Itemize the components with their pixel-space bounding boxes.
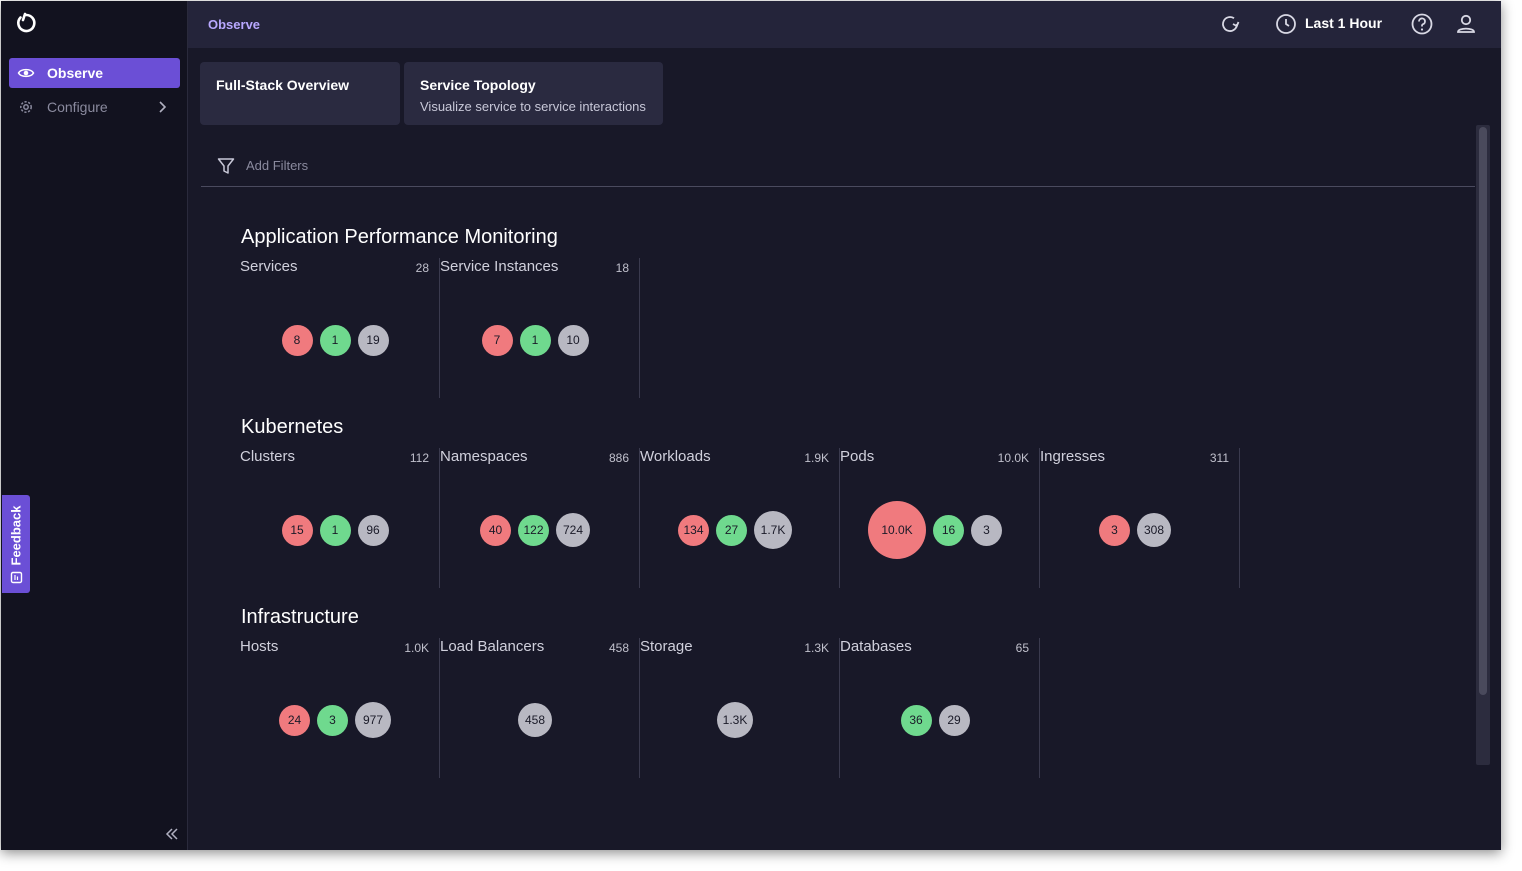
refresh-icon[interactable] <box>1218 12 1242 36</box>
card-name: Clusters <box>240 448 296 465</box>
card-count: 1.0K <box>404 641 429 655</box>
tab-full-stack-overview[interactable]: Full-Stack Overview <box>200 62 400 125</box>
feedback-label: Feedback <box>8 505 24 565</box>
card-clusters[interactable]: Clusters 112 15 1 96 <box>240 448 440 588</box>
status-bubble-neutral[interactable]: 10 <box>557 324 589 356</box>
sidebar-item-observe[interactable]: Observe <box>9 58 180 88</box>
collapse-sidebar-icon[interactable] <box>163 825 181 843</box>
tab-subtitle: Visualize service to service interaction… <box>420 99 646 114</box>
card-name: Services <box>240 258 298 275</box>
card-name: Ingresses <box>1040 448 1106 465</box>
section-title-kubernetes: Kubernetes <box>241 416 344 438</box>
app-window: Observe Configure Feedback Observe <box>1 1 1501 850</box>
status-bubble-neutral[interactable]: 96 <box>357 514 389 546</box>
status-bubble-error[interactable]: 24 <box>279 704 310 736</box>
status-bubble-neutral[interactable]: 724 <box>556 513 590 547</box>
card-count: 886 <box>608 451 629 465</box>
card-databases[interactable]: Databases 65 36 29 <box>840 638 1040 778</box>
card-count: 311 <box>1209 451 1229 465</box>
card-workloads[interactable]: Workloads 1.9K 134 27 1.7K <box>640 448 840 588</box>
user-icon[interactable] <box>1454 12 1478 36</box>
section-title-apm: Application Performance Monitoring <box>241 226 558 248</box>
card-name: Workloads <box>640 448 711 465</box>
status-bubble-healthy[interactable]: 27 <box>716 514 747 546</box>
status-bubble-healthy[interactable]: 16 <box>933 514 964 546</box>
tab-service-topology[interactable]: Service Topology Visualize service to se… <box>404 62 663 125</box>
card-service-instances[interactable]: Service Instances 18 7 1 10 <box>440 258 640 398</box>
status-bubble-error[interactable]: 15 <box>281 514 313 546</box>
sidebar: Observe Configure <box>1 1 188 850</box>
status-bubble-neutral[interactable]: 19 <box>357 324 389 356</box>
status-bubble-error[interactable]: 7 <box>481 324 513 356</box>
status-bubble-error[interactable]: 10.0K <box>868 501 926 559</box>
card-ingresses[interactable]: Ingresses 311 3 308 <box>1040 448 1240 588</box>
logo-icon[interactable] <box>15 12 37 34</box>
feedback-button[interactable]: Feedback <box>2 495 30 593</box>
clock-icon[interactable] <box>1274 12 1298 36</box>
status-bubble-healthy[interactable]: 1 <box>319 514 351 546</box>
card-count: 458 <box>608 641 629 655</box>
status-bubble-neutral[interactable]: 977 <box>355 702 391 738</box>
status-bubble-error[interactable]: 40 <box>480 514 511 546</box>
status-bubble-neutral[interactable]: 458 <box>518 703 552 737</box>
card-name: Storage <box>640 638 693 655</box>
filter-icon <box>217 158 235 174</box>
section-title-infrastructure: Infrastructure <box>241 606 359 628</box>
card-name: Databases <box>840 638 912 655</box>
status-bubble-neutral[interactable]: 1.7K <box>754 511 792 549</box>
card-count: 112 <box>409 451 429 465</box>
status-bubble-neutral[interactable]: 308 <box>1137 513 1171 547</box>
feedback-icon <box>10 571 22 583</box>
filter-bar[interactable]: Add Filters <box>201 147 1475 187</box>
status-bubble-neutral[interactable]: 29 <box>938 704 970 736</box>
card-count: 18 <box>615 261 629 275</box>
card-name: Service Instances <box>440 258 559 275</box>
card-count: 10.0K <box>997 451 1029 465</box>
time-range-selector[interactable]: Last 1 Hour <box>1305 15 1383 31</box>
card-hosts[interactable]: Hosts 1.0K 24 3 977 <box>240 638 440 778</box>
card-name: Pods <box>840 448 875 465</box>
tab-title: Service Topology <box>420 77 536 93</box>
status-bubble-healthy[interactable]: 1 <box>319 324 351 356</box>
chevron-right-icon <box>159 101 167 113</box>
status-bubble-error[interactable]: 134 <box>678 514 709 546</box>
card-count: 28 <box>415 261 429 275</box>
status-bubble-healthy[interactable]: 3 <box>317 704 348 736</box>
add-filters-input[interactable]: Add Filters <box>246 158 309 173</box>
card-services[interactable]: Services 28 8 1 19 <box>240 258 440 398</box>
card-load-balancers[interactable]: Load Balancers 458 458 <box>440 638 640 778</box>
sidebar-item-label: Observe <box>47 65 104 81</box>
scrollbar-thumb[interactable] <box>1479 127 1487 695</box>
page-title: Observe <box>208 17 261 32</box>
sidebar-item-configure[interactable]: Configure <box>9 92 180 122</box>
status-bubble-healthy[interactable]: 122 <box>518 514 549 546</box>
card-name: Load Balancers <box>440 638 545 655</box>
gear-icon <box>17 98 35 116</box>
card-count: 1.9K <box>804 451 829 465</box>
card-name: Namespaces <box>440 448 528 465</box>
card-namespaces[interactable]: Namespaces 886 40 122 724 <box>440 448 640 588</box>
sidebar-item-label: Configure <box>47 99 108 115</box>
status-bubble-error[interactable]: 8 <box>281 324 313 356</box>
card-count: 1.3K <box>804 641 829 655</box>
card-storage[interactable]: Storage 1.3K 1.3K <box>640 638 840 778</box>
scrollbar[interactable] <box>1476 125 1490 765</box>
card-pods[interactable]: Pods 10.0K 10.0K 16 3 <box>840 448 1040 588</box>
status-bubble-neutral[interactable]: 1.3K <box>717 702 753 738</box>
eye-icon <box>17 64 35 82</box>
status-bubble-neutral[interactable]: 3 <box>971 514 1002 546</box>
card-count: 65 <box>1015 641 1029 655</box>
status-bubble-error[interactable]: 3 <box>1099 514 1130 546</box>
top-bar: Observe Last 1 Hour <box>188 1 1501 48</box>
tab-title: Full-Stack Overview <box>216 77 350 93</box>
status-bubble-healthy[interactable]: 1 <box>519 324 551 356</box>
status-bubble-healthy[interactable]: 36 <box>900 704 932 736</box>
help-icon[interactable] <box>1410 12 1434 36</box>
card-name: Hosts <box>240 638 279 655</box>
